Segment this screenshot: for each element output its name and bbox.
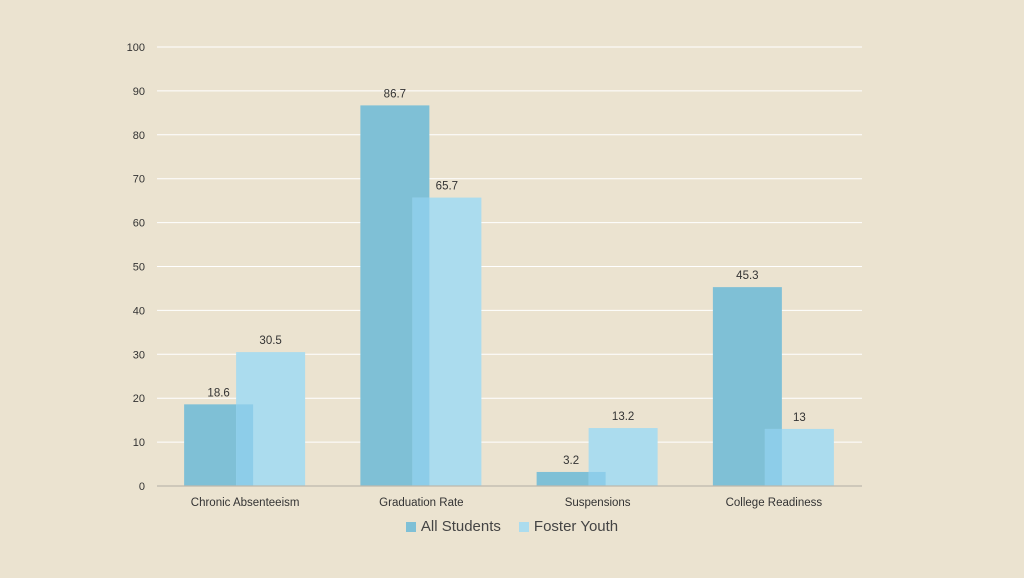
x-tick-label-suspensions: Suspensions <box>565 497 631 509</box>
legend-item-all-students: All Students <box>405 518 501 535</box>
bar-overlap-chronic-absenteeism <box>236 404 254 486</box>
data-label-foster-youth-chronic-absenteeism: 30.5 <box>259 335 281 347</box>
legend-swatch-all-students <box>405 521 416 532</box>
bar-overlap-college-readiness <box>764 428 782 486</box>
x-tick-label-chronic-absenteeism: Chronic Absenteeism <box>191 497 300 509</box>
y-tick-label-10: 10 <box>133 437 145 449</box>
legend-swatch-foster-youth <box>518 521 529 532</box>
legend-label-all-students: All Students <box>420 518 501 535</box>
data-label-all-students-suspensions: 3.2 <box>563 455 579 467</box>
y-tick-label-40: 40 <box>133 305 145 317</box>
bar-all-students-suspensions <box>536 471 606 486</box>
y-tick-label-30: 30 <box>133 349 145 361</box>
y-tick-label-90: 90 <box>133 86 145 98</box>
data-label-all-students-graduation-rate: 86.7 <box>384 88 406 100</box>
data-label-foster-youth-graduation-rate: 65.7 <box>436 181 458 193</box>
data-label-foster-youth-suspensions: 13.2 <box>612 411 634 423</box>
legend-item-foster-youth: Foster Youth <box>518 518 619 535</box>
y-tick-label-20: 20 <box>133 393 145 405</box>
x-tick-label-graduation-rate: Graduation Rate <box>379 497 463 509</box>
bar-overlap-graduation-rate <box>412 197 430 486</box>
data-label-foster-youth-college-readiness: 13 <box>793 412 806 424</box>
y-tick-label-60: 60 <box>133 218 145 230</box>
x-tick-label-college-readiness: College Readiness <box>726 497 823 509</box>
y-tick-label-100: 100 <box>127 42 145 54</box>
y-tick-label-0: 0 <box>139 481 145 493</box>
y-tick-label-70: 70 <box>133 174 145 186</box>
legend: All Students Foster Youth <box>0 518 1024 535</box>
bar-overlap-suspensions <box>588 471 606 486</box>
data-label-all-students-chronic-absenteeism: 18.6 <box>207 387 229 399</box>
y-tick-label-80: 80 <box>133 130 145 142</box>
legend-label-foster-youth: Foster Youth <box>533 518 619 535</box>
y-tick-label-50: 50 <box>133 262 145 274</box>
data-label-all-students-college-readiness: 45.3 <box>736 270 758 282</box>
